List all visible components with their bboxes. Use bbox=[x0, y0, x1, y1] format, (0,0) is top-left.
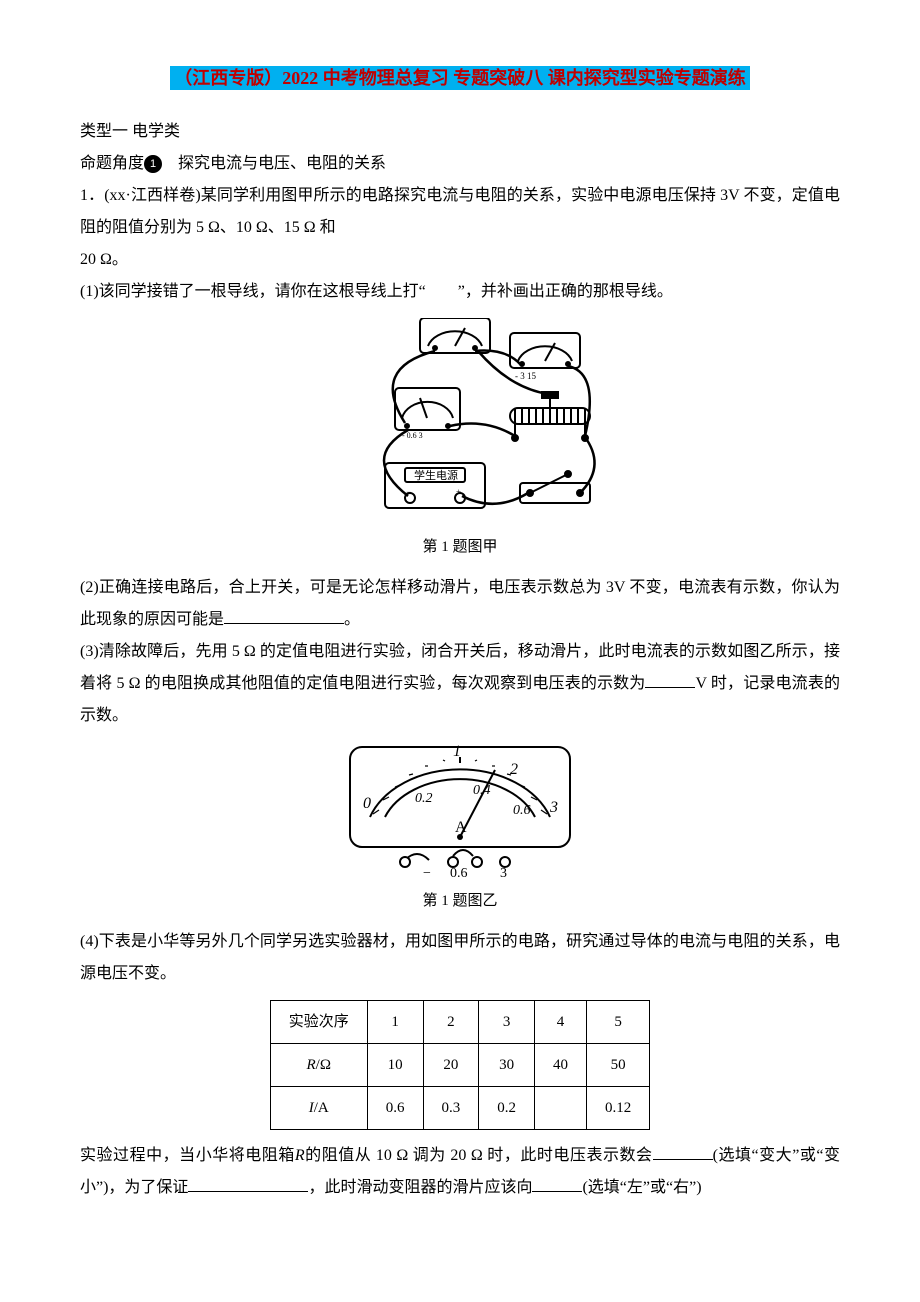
table-header: 2 bbox=[423, 1001, 479, 1044]
figure-1-caption: 第 1 题图甲 bbox=[80, 532, 840, 562]
table-row: I/A 0.6 0.3 0.2 0.12 bbox=[270, 1087, 650, 1130]
svg-text:A: A bbox=[455, 819, 467, 836]
svg-text:1: 1 bbox=[453, 743, 461, 760]
svg-text:- 3 15: - 3 15 bbox=[515, 371, 536, 381]
figure-2: 0 1 2 3 0.2 0.4 0.6 A − 0.6 3 第 1 题图乙 bbox=[80, 742, 840, 916]
q1-part4-b: 实验过程中，当小华将电阻箱R的阻值从 10 Ω 调为 20 Ω 时，此时电压表示… bbox=[80, 1140, 840, 1204]
topic-prefix: 命题角度 bbox=[80, 155, 144, 172]
blank-field[interactable] bbox=[645, 671, 695, 688]
topic-line: 命题角度1 探究电流与电压、电阻的关系 bbox=[80, 148, 840, 180]
svg-text:0.2: 0.2 bbox=[415, 791, 433, 806]
table-header: 4 bbox=[535, 1001, 587, 1044]
table-row: R/Ω 10 20 30 40 50 bbox=[270, 1044, 650, 1087]
table-cell: 0.3 bbox=[423, 1087, 479, 1130]
q1-4b-5: (选填“左”或“右”) bbox=[582, 1179, 701, 1196]
q1-intro-b: 20 Ω。 bbox=[80, 244, 840, 276]
q1-part3: (3)清除故障后，先用 5 Ω 的定值电阻进行实验，闭合开关后，移动滑片，此时电… bbox=[80, 636, 840, 732]
blank-field[interactable] bbox=[188, 1175, 308, 1192]
table-row: 实验次序 1 2 3 4 5 bbox=[270, 1001, 650, 1044]
q1-part4-a: (4)下表是小华等另外几个同学另选实验器材，用如图甲所示的电路，研究通过导体的电… bbox=[80, 926, 840, 990]
svg-text:2: 2 bbox=[510, 761, 518, 778]
q1-4b-4: ，此时滑动变阻器的滑片应该向 bbox=[308, 1179, 532, 1196]
svg-text:0.6: 0.6 bbox=[450, 866, 468, 881]
q1-4b-r: R bbox=[295, 1147, 305, 1164]
table-header: 1 bbox=[367, 1001, 423, 1044]
svg-text:3: 3 bbox=[549, 799, 558, 816]
svg-text:+: + bbox=[456, 487, 461, 497]
table-cell: 40 bbox=[535, 1044, 587, 1087]
q1-4b-2: 的阻值从 10 Ω 调为 20 Ω 时，此时电压表示数会 bbox=[305, 1147, 653, 1164]
table-cell: 0.2 bbox=[479, 1087, 535, 1130]
topic-number-icon: 1 bbox=[144, 155, 162, 173]
table-cell bbox=[535, 1087, 587, 1130]
svg-text:3: 3 bbox=[500, 866, 507, 881]
table-cell: 0.6 bbox=[367, 1087, 423, 1130]
topic-rest: 探究电流与电压、电阻的关系 bbox=[162, 155, 386, 172]
table-header: 3 bbox=[479, 1001, 535, 1044]
svg-text:−: − bbox=[423, 866, 431, 881]
figure-1: - 3 15 - 0.6 3 bbox=[80, 318, 840, 562]
table-header: 5 bbox=[587, 1001, 650, 1044]
blank-field[interactable] bbox=[532, 1175, 582, 1192]
table-cell: I/A bbox=[270, 1087, 367, 1130]
table-cell: 50 bbox=[587, 1044, 650, 1087]
table-cell: 0.12 bbox=[587, 1087, 650, 1130]
table-cell: 10 bbox=[367, 1044, 423, 1087]
q1-intro-a: 1．(xx·江西样卷)某同学利用图甲所示的电路探究电流与电阻的关系，实验中电源电… bbox=[80, 180, 840, 244]
figure-2-caption: 第 1 题图乙 bbox=[80, 886, 840, 916]
blank-field[interactable] bbox=[224, 607, 344, 624]
page-title: （江西专版）2022 中考物理总复习 专题突破八 课内探究型实验专题演练 bbox=[80, 60, 840, 96]
data-table: 实验次序 1 2 3 4 5 R/Ω 10 20 30 40 50 I/A 0.… bbox=[270, 1000, 651, 1130]
q1-part1: (1)该同学接错了一根导线，请你在这根导线上打“ ”，并补画出正确的那根导线。 bbox=[80, 276, 840, 308]
table-cell: 20 bbox=[423, 1044, 479, 1087]
section-type: 类型一 电学类 bbox=[80, 116, 840, 148]
table-cell: R/Ω bbox=[270, 1044, 367, 1087]
svg-text:0.6: 0.6 bbox=[513, 803, 531, 818]
q1-4b-1: 实验过程中，当小华将电阻箱 bbox=[80, 1147, 295, 1164]
q1-2-text-b: 。 bbox=[344, 611, 360, 628]
blank-field[interactable] bbox=[653, 1143, 713, 1160]
title-highlight: （江西专版）2022 中考物理总复习 专题突破八 课内探究型实验专题演练 bbox=[170, 66, 750, 90]
svg-text:0: 0 bbox=[363, 795, 371, 812]
q1-2-text-a: (2)正确连接电路后，合上开关，可是无论怎样移动滑片，电压表示数总为 3V 不变… bbox=[80, 579, 840, 628]
table-cell: 30 bbox=[479, 1044, 535, 1087]
svg-text:学生电源: 学生电源 bbox=[414, 468, 458, 482]
table-header: 实验次序 bbox=[270, 1001, 367, 1044]
q1-part2: (2)正确连接电路后，合上开关，可是无论怎样移动滑片，电压表示数总为 3V 不变… bbox=[80, 572, 840, 636]
